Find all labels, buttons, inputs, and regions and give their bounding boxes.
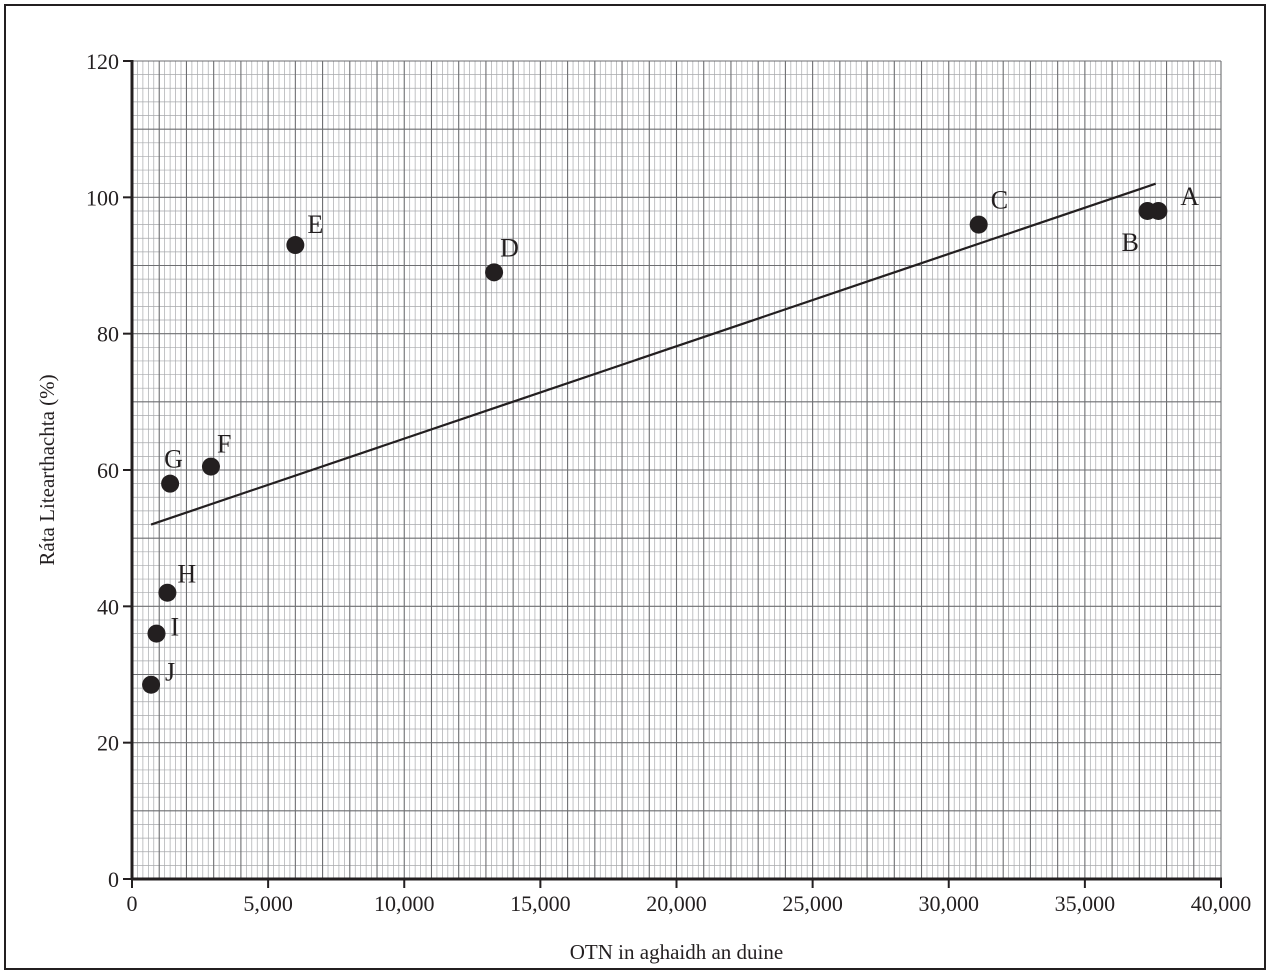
x-tick-label: 0: [127, 891, 138, 916]
point-label-g: G: [164, 445, 183, 474]
point-label-h: H: [177, 560, 196, 589]
trend-line: [150, 182, 1157, 526]
x-tick-label: 35,000: [1055, 891, 1116, 916]
x-axis-ticks: 0 5,000 10,000 15,000 20,000 25,000 30,000 35,0…: [127, 879, 1252, 916]
point-label-i: I: [171, 613, 180, 642]
point-b: [1138, 201, 1157, 220]
y-tick-label: 20: [97, 731, 119, 756]
y-tick-label: 80: [97, 322, 119, 347]
y-axis-title: Ráta Litearthachta (%): [35, 374, 59, 565]
y-tick-label: 120: [86, 49, 119, 74]
x-tick-label: 40,000: [1191, 891, 1252, 916]
scatter-chart: 0 5,000 10,000 15,000 20,000 25,000 30,000 35,0…: [35, 49, 1252, 964]
y-tick-label: 40: [97, 594, 119, 619]
x-tick-label: 20,000: [646, 891, 707, 916]
point-e: [286, 236, 305, 255]
x-tick-label: 15,000: [510, 891, 571, 916]
point-label-f: F: [217, 430, 231, 459]
point-c: [969, 215, 988, 234]
y-tick-label: 100: [86, 185, 119, 210]
point-j: [142, 675, 161, 694]
point-label-d: D: [500, 233, 519, 262]
chart-frame: 0 5,000 10,000 15,000 20,000 25,000 30,000 35,0…: [4, 4, 1266, 970]
point-label-j: J: [165, 658, 175, 687]
x-tick-label: 10,000: [374, 891, 435, 916]
point-label-a: A: [1180, 182, 1199, 211]
point-d: [485, 263, 504, 282]
y-tick-label: 0: [108, 867, 119, 892]
point-label-c: C: [991, 186, 1008, 215]
data-points: A B C D E F G HIJ: [142, 182, 1199, 694]
point-h: [158, 583, 177, 602]
point-f: [201, 457, 220, 476]
y-tick-label: 60: [97, 458, 119, 483]
grid-major-lines: [131, 60, 1222, 880]
trend-line-group: [150, 182, 1157, 526]
y-axis-ticks: 0 20 40 60 80 100 120: [86, 49, 132, 892]
x-tick-label: 25,000: [782, 891, 843, 916]
x-axis-title: OTN in aghaidh an duine: [570, 940, 783, 964]
point-i: [147, 624, 166, 643]
x-tick-label: 5,000: [243, 891, 293, 916]
x-tick-label: 30,000: [919, 891, 980, 916]
point-g: [161, 474, 180, 493]
point-label-b: B: [1121, 228, 1138, 257]
point-label-e: E: [307, 210, 323, 239]
